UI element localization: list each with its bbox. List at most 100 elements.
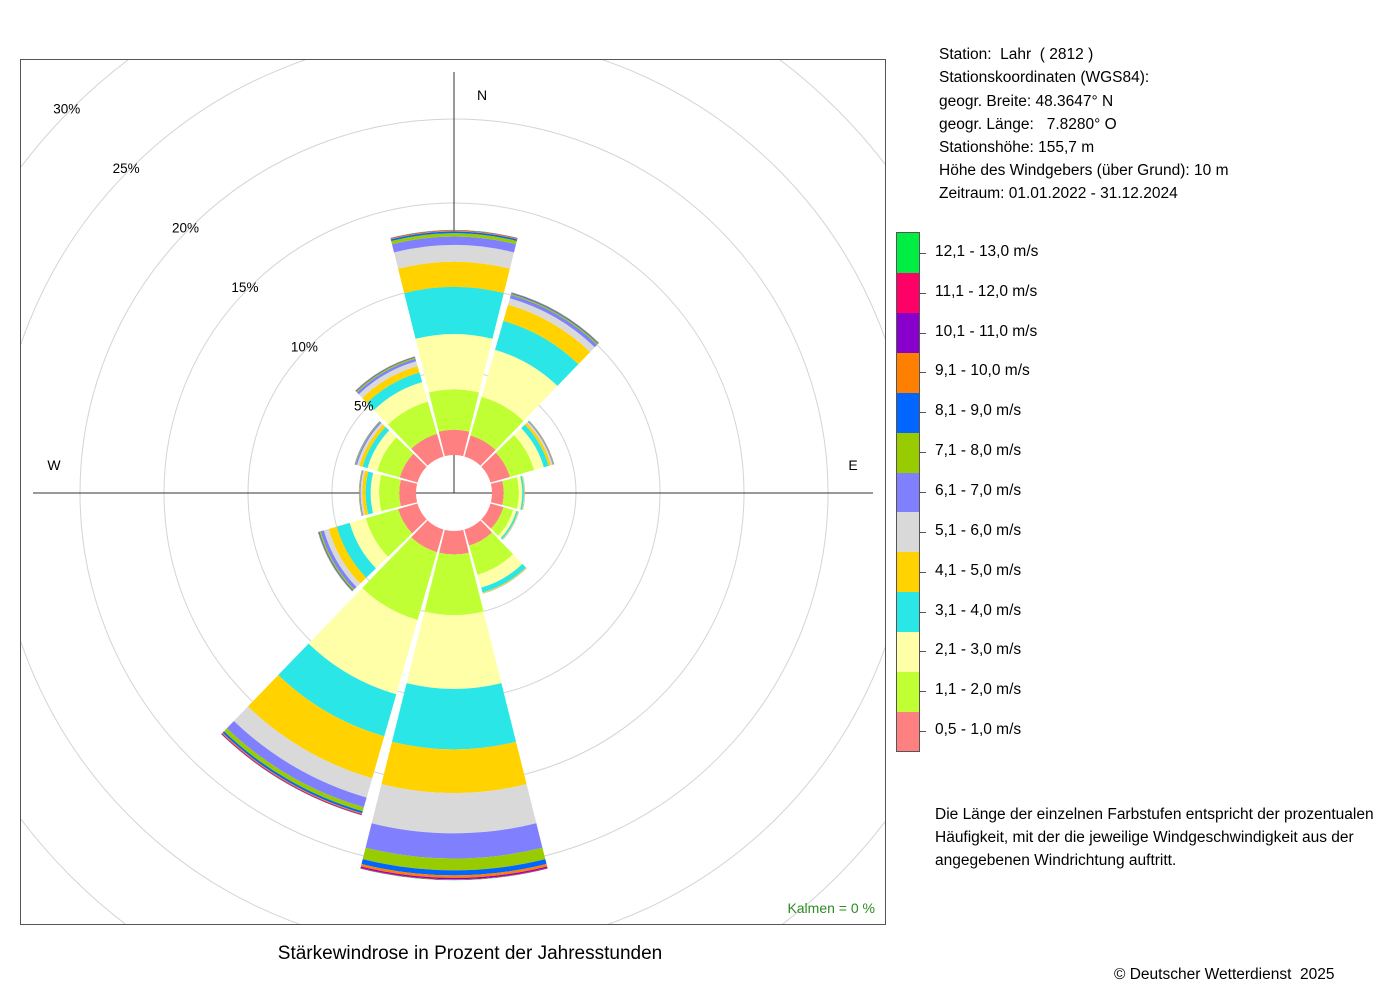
- sector-30-class-5: [508, 298, 595, 353]
- sector-300-class-6: [355, 421, 382, 466]
- legend-label-12: 12,1 - 13,0 m/s: [935, 242, 1039, 260]
- sector-90-class-4: [521, 475, 525, 511]
- legend-label-11: 11,1 - 12,0 m/s: [935, 282, 1038, 300]
- sector-270-class-8: [359, 470, 363, 516]
- sector-90-class-1: [502, 477, 519, 509]
- station-latitude: geogr. Breite: 48.3647° N: [939, 93, 1114, 110]
- sector-180-class-9: [360, 864, 548, 878]
- sector-150-class-3: [481, 563, 526, 593]
- sector-180-class-3: [391, 683, 517, 750]
- sector-0-class-4: [398, 261, 510, 294]
- sector-180-class-6: [365, 823, 543, 859]
- sector-30-class-1: [470, 396, 524, 450]
- legend-label-1: 1,1 - 2,0 m/s: [935, 681, 1022, 699]
- sector-270-class-3: [365, 471, 374, 515]
- direction-label-north: N: [477, 87, 487, 103]
- sector-0-class-6: [391, 236, 517, 253]
- wind-rose-svg: 5% 10% 15% 20% 25% 30% N E W Kalmen = 0 %: [21, 60, 885, 924]
- sector-330-class-4: [362, 366, 420, 403]
- radial-tick-label-30: 30%: [53, 102, 80, 117]
- sector-0-class-10: [390, 230, 518, 239]
- sector-30-class-4: [503, 304, 591, 365]
- legend-tick-9: [920, 372, 926, 374]
- sector-210-class-2: [308, 588, 418, 695]
- sector-180-class-2: [406, 611, 502, 689]
- legend-tick-12: [920, 252, 926, 254]
- station-coordinates-heading: Stationskoordinaten (WGS84):: [939, 69, 1150, 86]
- legend-label-5: 5,1 - 6,0 m/s: [935, 521, 1022, 539]
- sector-240-class-2: [349, 518, 388, 569]
- legend-swatch-10: [897, 312, 919, 354]
- sector-240-class-3: [336, 522, 376, 578]
- sector-90-class-2: [516, 476, 523, 510]
- sector-60-class-5: [526, 421, 553, 466]
- sector-180-class-4: [381, 741, 527, 794]
- radial-tick-label-20: 20%: [172, 221, 199, 236]
- sector-120-class-1: [491, 507, 514, 536]
- sector-240-class-0: [398, 503, 427, 534]
- sector-120-class-2: [498, 509, 517, 539]
- direction-label-west: W: [47, 457, 61, 473]
- sector-0-class-0: [438, 429, 470, 457]
- radial-tick-label-5: 5%: [354, 399, 374, 414]
- direction-label-east: E: [848, 457, 857, 473]
- station-name: Station: Lahr ( 2812 ): [939, 46, 1094, 63]
- legend-tick-11: [920, 292, 926, 294]
- legend-label-9: 9,1 - 10,0 m/s: [935, 362, 1030, 380]
- legend-swatch-9: [897, 352, 919, 393]
- sector-330-class-1: [387, 401, 438, 449]
- sector-0-class-11: [390, 230, 518, 239]
- description-line-1: Die Länge der einzelnen Farbstufen entsp…: [935, 806, 1374, 823]
- legend-tick-10: [920, 332, 926, 334]
- sector-210-class-7: [223, 728, 364, 812]
- sector-270-class-0: [399, 479, 418, 507]
- description-line-3: angegebenen Windrichtung auftritt.: [935, 852, 1177, 869]
- sector-300-class-0: [399, 453, 427, 483]
- sector-150-class-2: [477, 554, 523, 588]
- sector-330-class-0: [411, 433, 444, 466]
- sector-90-class-0: [490, 480, 504, 506]
- time-period: Zeitraum: 01.01.2022 - 31.12.2024: [939, 185, 1178, 202]
- sector-270-class-9: [358, 469, 362, 517]
- sector-90-class-3: [520, 476, 524, 510]
- copyright-notice: © Deutscher Wetterdienst 2025: [1114, 966, 1335, 983]
- legend-tick-7: [920, 452, 926, 454]
- sector-300-class-4: [359, 424, 386, 467]
- legend-swatch-2: [897, 631, 919, 672]
- sector-330-class-3: [366, 372, 423, 411]
- station-elevation: Stationshöhe: 155,7 m: [939, 139, 1095, 156]
- sector-180-class-5: [371, 784, 537, 834]
- sector-120-class-3: [500, 510, 518, 540]
- sector-180-class-12: [360, 868, 548, 881]
- sector-270-class-7: [359, 470, 363, 516]
- sector-210-class-1: [362, 537, 438, 620]
- sector-240-class-6: [320, 530, 357, 590]
- legend-swatch-6: [897, 472, 919, 513]
- legend-tick-2: [920, 651, 926, 653]
- sector-90-class-6: [522, 475, 526, 511]
- legend-swatch-11: [897, 272, 919, 314]
- sector-270-class-4: [362, 470, 369, 516]
- sector-210-class-0: [411, 520, 444, 553]
- sector-0-class-8: [390, 231, 518, 241]
- sector-90-class-5: [522, 475, 525, 511]
- legend-tick-4: [920, 571, 926, 573]
- sector-0-class-7: [391, 233, 517, 245]
- sector-180-class-8: [361, 859, 547, 876]
- legend-swatch-12: [897, 233, 919, 274]
- sector-0-class-5: [394, 244, 514, 269]
- wind-rose-plot-frame: 5% 10% 15% 20% 25% 30% N E W Kalmen = 0 %: [20, 59, 886, 925]
- calm-label: Kalmen = 0 %: [787, 900, 875, 916]
- anemometer-height: Höhe des Windgebers (über Grund): 10 m: [939, 162, 1229, 179]
- sector-270-class-1: [379, 474, 401, 512]
- sector-30-class-2: [481, 349, 558, 421]
- legend-swatch-4: [897, 551, 919, 593]
- sector-210-class-4: [247, 675, 385, 779]
- legend-swatch-5: [897, 511, 919, 553]
- radial-tick-label-10: 10%: [291, 339, 318, 354]
- legend-tick-8: [920, 412, 926, 414]
- sector-180-class-10: [360, 866, 548, 880]
- sector-240-class-1: [365, 509, 413, 557]
- sector-150-class-1: [469, 532, 514, 575]
- sector-60-class-3: [521, 424, 549, 468]
